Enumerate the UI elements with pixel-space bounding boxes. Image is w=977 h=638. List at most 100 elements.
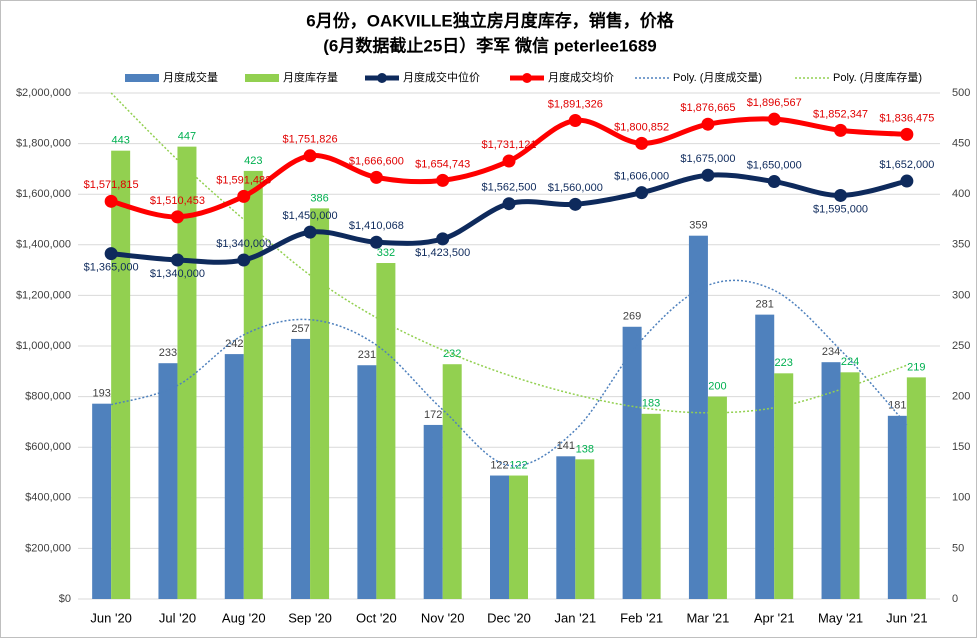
- line-marker: [502, 197, 516, 211]
- line-value-label: $1,571,815: [84, 179, 139, 191]
- trendline: [110, 279, 908, 467]
- bar: [310, 208, 330, 600]
- line-marker: [104, 194, 118, 208]
- line-value-label: $1,836,475: [879, 112, 934, 124]
- y-tick-label: $1,200,000: [16, 289, 71, 301]
- y-tick-label: $600,000: [25, 441, 71, 453]
- bar-value-label: 172: [424, 409, 442, 421]
- trendline: [110, 92, 908, 414]
- line-value-label: $1,852,347: [813, 108, 868, 120]
- line-marker: [701, 168, 715, 182]
- line-value-label: $1,410,068: [349, 220, 404, 232]
- line-value-label: $1,654,743: [415, 158, 470, 170]
- legend-swatch: [125, 74, 159, 82]
- y2-tick-label: 450: [952, 138, 970, 150]
- legend-swatch: [377, 73, 387, 83]
- line-value-label: $1,891,326: [548, 98, 603, 110]
- line-value-label: $1,896,567: [747, 97, 802, 109]
- x-tick-label: Jun '20: [90, 610, 132, 625]
- bar: [490, 475, 509, 599]
- bar: [575, 459, 595, 599]
- line-value-label: $1,340,000: [150, 268, 205, 280]
- y-tick-label: $800,000: [25, 391, 71, 403]
- bar-value-label: 122: [509, 459, 527, 471]
- line-value-label: $1,562,500: [481, 182, 536, 194]
- x-tick-label: Nov '20: [421, 610, 465, 625]
- line-value-label: $1,510,453: [150, 195, 205, 207]
- legend-label: 月度成交均价: [548, 70, 614, 84]
- bar: [906, 377, 926, 599]
- x-tick-label: Apr '21: [754, 610, 795, 625]
- bar: [111, 150, 131, 599]
- bar-value-label: 181: [888, 400, 906, 412]
- bar-value-label: 193: [92, 388, 110, 400]
- line-marker: [436, 173, 450, 187]
- bar: [556, 456, 576, 599]
- line-marker: [568, 113, 582, 127]
- bar: [688, 235, 708, 599]
- bar-value-label: 281: [756, 299, 774, 311]
- line-marker: [170, 210, 184, 224]
- y-tick-label: $1,000,000: [16, 340, 71, 352]
- legend-label: 月度库存量: [283, 70, 338, 84]
- bar-value-label: 447: [178, 131, 196, 143]
- line-marker: [369, 235, 383, 249]
- legend-swatch: [245, 74, 279, 82]
- x-tick-label: Mar '21: [686, 610, 729, 625]
- bar: [376, 263, 396, 599]
- bar-value-label: 183: [642, 398, 660, 410]
- bar-value-label: 423: [244, 155, 262, 167]
- bar-value-label: 443: [111, 135, 129, 147]
- bar-value-label: 223: [775, 357, 793, 369]
- bar-value-label: 141: [557, 440, 575, 452]
- bar-value-label: 233: [159, 347, 177, 359]
- bar-value-label: 122: [490, 459, 508, 471]
- chart-subtitle: (6月数据截止25日）李军 微信 peterlee1689: [323, 35, 657, 55]
- bar-value-label: 234: [822, 346, 840, 358]
- x-tick-label: Jun '21: [886, 610, 928, 625]
- bar: [291, 338, 311, 599]
- bar: [442, 364, 462, 599]
- line-marker: [303, 225, 317, 239]
- legend-label: 月度成交量: [163, 70, 218, 84]
- bar: [840, 372, 860, 599]
- bar: [158, 363, 178, 599]
- line-marker: [635, 186, 649, 200]
- y-tick-label: $1,400,000: [16, 239, 71, 251]
- line-marker: [237, 189, 251, 203]
- bar-value-label: 200: [708, 381, 726, 393]
- line-value-label: $1,591,483: [216, 174, 271, 186]
- line-value-label: $1,606,000: [614, 171, 669, 183]
- legend-swatch: [522, 73, 532, 83]
- line-value-label: $1,666,600: [349, 155, 404, 167]
- line-value-label: $1,340,000: [216, 238, 271, 250]
- bar: [224, 354, 244, 599]
- y-tick-label: $200,000: [25, 542, 71, 554]
- line-value-label: $1,595,000: [813, 203, 868, 215]
- line-marker: [834, 188, 848, 202]
- y2-tick-label: 250: [952, 340, 970, 352]
- legend-label: 月度成交中位价: [403, 70, 480, 84]
- y2-tick-label: 150: [952, 441, 970, 453]
- bar-value-label: 269: [623, 311, 641, 323]
- line-value-label: $1,751,826: [283, 134, 338, 146]
- x-tick-label: Sep '20: [288, 610, 332, 625]
- line-marker: [767, 175, 781, 189]
- y-tick-label: $400,000: [25, 492, 71, 504]
- bar: [707, 396, 727, 599]
- bar-value-label: 359: [689, 220, 707, 232]
- y2-tick-label: 200: [952, 391, 970, 403]
- x-tick-label: Jan '21: [555, 610, 597, 625]
- y2-tick-label: 400: [952, 188, 970, 200]
- line-value-label: $1,675,000: [680, 153, 735, 165]
- line-value-label: $1,450,000: [283, 210, 338, 222]
- line-value-label: $1,800,852: [614, 121, 669, 133]
- line-marker: [436, 232, 450, 246]
- line-marker: [701, 117, 715, 131]
- x-tick-label: May '21: [818, 610, 863, 625]
- line-marker: [568, 197, 582, 211]
- bar: [887, 415, 907, 599]
- line-value-label: $1,731,121: [481, 139, 536, 151]
- x-tick-label: Oct '20: [356, 610, 397, 625]
